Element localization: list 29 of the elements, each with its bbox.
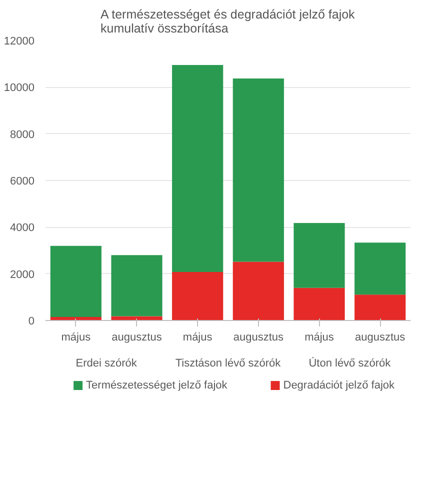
bar (354, 242, 406, 295)
y-tick-label: 8000 (10, 128, 35, 141)
y-tick-label: 0 (28, 316, 35, 328)
bar (111, 255, 162, 316)
text: Erdei szórók (76, 358, 138, 370)
x-tick-label: augusztus (233, 332, 284, 344)
bar (172, 65, 224, 272)
legend-label: Természetességet jelző fajok (86, 380, 228, 392)
text: Úton lévő szórók (308, 356, 392, 370)
bar (50, 246, 102, 317)
bar (232, 262, 284, 320)
x-tick-label: augusztus (355, 332, 406, 344)
y-tick-label: 4000 (10, 222, 35, 234)
bar (354, 294, 406, 320)
bar (294, 222, 345, 288)
bar (232, 78, 284, 262)
y-tick-label: 12000 (4, 36, 35, 48)
x-tick-label: május (182, 332, 213, 344)
bar (294, 288, 345, 320)
chart-title: A természetességet és degradációt jelző fajok kumulatív összborítása (100, 8, 356, 36)
x-tick-label: augusztus (112, 332, 162, 344)
x-tick-label: május (61, 332, 92, 344)
x-tick-label: május (304, 332, 334, 344)
text: Tisztáson lévő szórók (175, 358, 282, 370)
y-tick-label: 10000 (4, 82, 35, 94)
y-tick-label: 2000 (10, 268, 35, 281)
bar (172, 272, 224, 320)
legend-label: Degradációt jelző fajok (283, 380, 396, 392)
y-tick-label: 6000 (10, 176, 35, 188)
